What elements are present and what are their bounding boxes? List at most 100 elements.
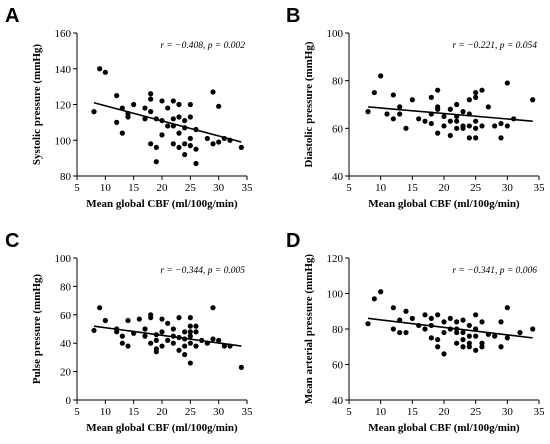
data-point — [466, 97, 472, 103]
y-axis-title: Diastolic pressure (mmHg) — [303, 41, 315, 167]
data-point — [428, 315, 434, 321]
data-point — [435, 344, 441, 350]
data-point — [504, 123, 510, 129]
x-tick-label: 25 — [470, 406, 482, 418]
data-point — [435, 130, 441, 136]
data-point — [485, 331, 491, 337]
y-tick-label: 40 — [332, 395, 344, 407]
data-point — [227, 343, 233, 349]
y-tick-label: 120 — [327, 253, 344, 265]
data-point — [119, 105, 125, 111]
y-axis-title: Pulse pressure (mmHg) — [31, 274, 43, 385]
data-point — [97, 305, 103, 311]
data-point — [397, 317, 403, 323]
data-point — [492, 333, 498, 339]
data-point — [170, 141, 176, 147]
data-point — [187, 360, 193, 366]
data-point — [91, 327, 97, 334]
data-point — [170, 333, 176, 339]
data-point — [153, 349, 159, 355]
data-point — [159, 132, 165, 138]
y-tick-label: 100 — [327, 289, 344, 301]
data-point — [148, 312, 154, 318]
data-point — [454, 326, 460, 332]
data-point — [390, 326, 396, 332]
data-point — [460, 344, 466, 350]
data-point — [365, 109, 371, 115]
y-tick-label: 60 — [332, 360, 344, 372]
data-point — [454, 101, 460, 108]
data-point — [193, 160, 199, 167]
y-tick-label: 100 — [55, 135, 72, 147]
data-point — [530, 97, 536, 103]
data-point — [454, 125, 460, 131]
data-point — [479, 344, 485, 350]
x-tick-label: 5 — [74, 182, 80, 194]
x-tick-label: 5 — [74, 406, 80, 418]
data-point — [428, 335, 434, 341]
data-point — [148, 141, 154, 147]
y-tick-label: 160 — [55, 28, 72, 40]
panel-letter: B — [286, 5, 300, 27]
data-point — [148, 96, 154, 102]
data-point — [170, 326, 176, 332]
x-tick-label: 30 — [213, 182, 225, 194]
y-tick-label: 80 — [60, 281, 72, 293]
data-point — [159, 98, 165, 104]
x-tick-label: 10 — [375, 406, 387, 418]
data-point — [187, 114, 193, 120]
data-point — [466, 344, 472, 350]
data-point — [428, 111, 434, 117]
data-point — [498, 120, 504, 127]
data-point — [227, 137, 233, 143]
data-point — [221, 343, 227, 349]
data-point — [473, 333, 479, 339]
data-point — [504, 335, 510, 341]
data-point — [441, 113, 447, 120]
correlation-annotation: r = −0.408, p = 0.002 — [160, 41, 245, 51]
y-tick-label: 60 — [332, 123, 344, 135]
data-point — [114, 326, 120, 332]
data-point — [460, 123, 466, 129]
data-point — [492, 123, 498, 129]
data-point — [416, 322, 422, 329]
y-tick-label: 80 — [332, 76, 344, 88]
data-point — [187, 333, 193, 339]
data-point — [403, 125, 409, 131]
data-point — [199, 337, 205, 343]
data-point — [466, 322, 472, 329]
data-point — [216, 337, 222, 343]
regression-line — [367, 106, 533, 122]
data-point — [460, 337, 466, 343]
data-point — [119, 333, 125, 339]
panel-letter: D — [286, 230, 300, 252]
data-point — [466, 135, 472, 141]
x-tick-label: 5 — [346, 406, 352, 418]
data-point — [159, 329, 165, 335]
data-point — [182, 125, 188, 131]
x-tick-label: 30 — [213, 406, 225, 418]
x-tick-label: 25 — [185, 182, 197, 194]
data-point — [403, 329, 409, 336]
data-point — [210, 336, 216, 342]
correlation-annotation: r = −0.221, p = 0.054 — [452, 41, 537, 51]
data-point — [210, 89, 216, 95]
data-point — [182, 329, 188, 335]
data-point — [441, 123, 447, 129]
data-point — [125, 317, 131, 324]
data-point — [187, 135, 193, 142]
x-tick-label: 20 — [439, 406, 451, 418]
data-point — [182, 336, 188, 342]
y-tick-label: 100 — [327, 28, 344, 40]
x-axis-title: Mean global CBF (ml/100g/min) — [368, 422, 520, 434]
data-point — [131, 101, 137, 108]
correlation-annotation: r = −0.341, p = 0.006 — [452, 266, 537, 276]
data-point — [182, 351, 188, 358]
y-tick-label: 40 — [60, 338, 72, 350]
data-point — [153, 159, 159, 165]
data-point — [422, 118, 428, 124]
x-tick-label: 15 — [407, 406, 419, 418]
data-point — [176, 114, 182, 120]
x-tick-label: 20 — [157, 406, 169, 418]
